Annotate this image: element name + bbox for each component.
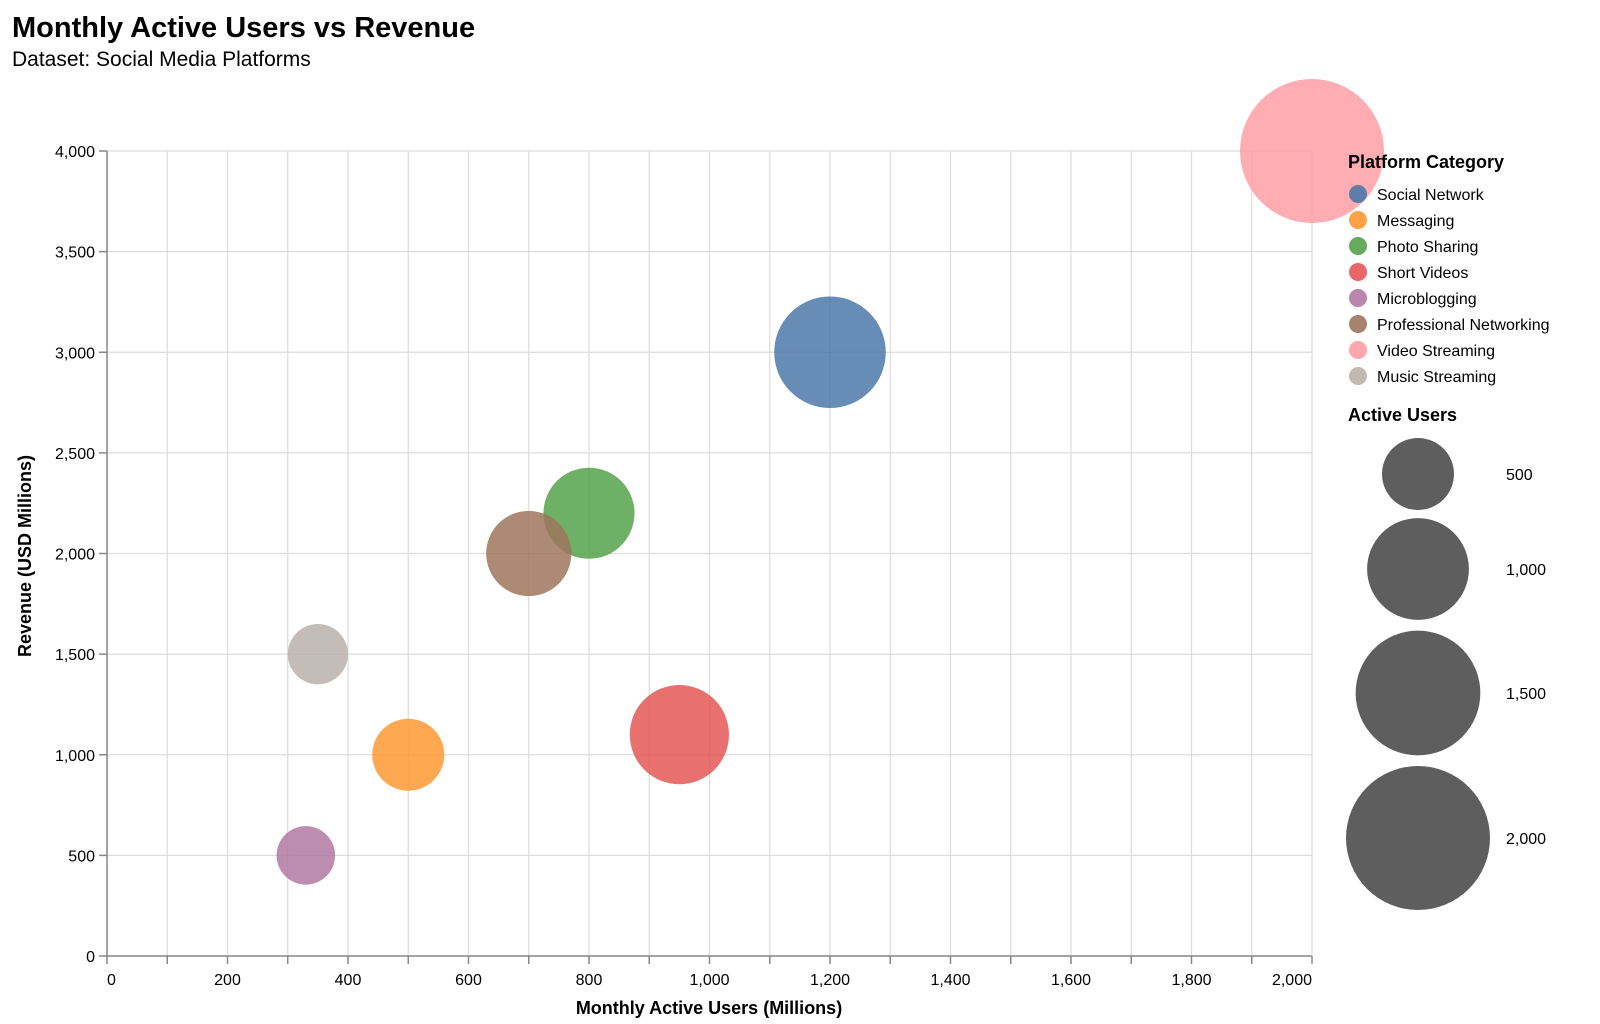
size-legend-circle <box>1367 518 1469 620</box>
size-legend-label: 1,000 <box>1506 562 1546 579</box>
y-tick-label: 2,000 <box>55 547 95 564</box>
y-tick-label: 3,000 <box>55 345 95 362</box>
y-tick-label: 3,500 <box>55 245 95 262</box>
legend-swatch <box>1349 211 1367 229</box>
bubble-video-streaming <box>1240 79 1384 223</box>
x-tick-label: 1,000 <box>689 972 729 989</box>
legend-swatch <box>1349 341 1367 359</box>
x-tick-label: 1,600 <box>1051 972 1091 989</box>
chart-subtitle: Dataset: Social Media Platforms <box>12 48 311 71</box>
color-legend: Platform Category Social Network Messagin… <box>1348 152 1550 386</box>
legend-swatch <box>1349 367 1367 385</box>
size-legend-circle <box>1382 438 1454 510</box>
size-legend-circle <box>1355 630 1481 756</box>
x-tick-label: 600 <box>455 972 482 989</box>
color-legend-title: Platform Category <box>1348 152 1504 172</box>
x-axis-title: Monthly Active Users (Millions) <box>576 998 842 1018</box>
size-legend-circle <box>1346 766 1490 910</box>
y-tick-label: 4,000 <box>55 144 95 161</box>
legend-label: Messaging <box>1377 213 1454 230</box>
bubble-professional-networking <box>486 510 572 597</box>
bubble-social-network <box>774 296 886 409</box>
x-tick-label: 1,200 <box>810 972 850 989</box>
y-tick-label: 0 <box>86 949 95 966</box>
x-tick-label: 400 <box>335 972 362 989</box>
legend-label: Social Network <box>1377 187 1485 204</box>
size-legend: Active Users 500 1,000 1,500 2,000 <box>1346 405 1546 910</box>
bubble-music-streaming <box>287 624 348 685</box>
y-axis-title: Revenue (USD Millions) <box>15 455 35 657</box>
legend-swatch <box>1349 315 1367 333</box>
bubble-messaging <box>372 718 445 791</box>
x-tick-label: 1,800 <box>1171 972 1211 989</box>
y-tick-label: 2,500 <box>55 446 95 463</box>
size-legend-label: 500 <box>1506 467 1533 484</box>
axes: 0 500 1,000 1,500 2,000 2,500 3,000 3,500 4,000 0… <box>55 144 1313 989</box>
bubble-short-videos <box>629 685 729 785</box>
x-tick-label: 2,000 <box>1272 972 1312 989</box>
x-tick-label: 1,400 <box>930 972 970 989</box>
size-legend-label: 2,000 <box>1506 831 1546 848</box>
size-legend-title: Active Users <box>1348 405 1457 425</box>
size-legend-label: 1,500 <box>1506 686 1546 703</box>
x-tick-label: 200 <box>214 972 241 989</box>
legend-swatch <box>1349 263 1367 281</box>
x-tick-label: 0 <box>107 972 116 989</box>
bubble-microblogging <box>276 826 336 885</box>
legend-label: Microblogging <box>1377 291 1477 308</box>
y-tick-label: 1,500 <box>55 647 95 664</box>
legend-label: Video Streaming <box>1377 343 1495 360</box>
chart-title: Monthly Active Users vs Revenue <box>12 12 475 44</box>
legend-label: Photo Sharing <box>1377 239 1478 256</box>
legend-label: Music Streaming <box>1377 369 1496 386</box>
legend-swatch <box>1349 237 1367 255</box>
x-tick-label: 800 <box>576 972 603 989</box>
legend-swatch <box>1349 185 1367 203</box>
legend-swatch <box>1349 289 1367 307</box>
legend-label: Short Videos <box>1377 265 1468 282</box>
y-tick-label: 1,000 <box>55 748 95 765</box>
y-tick-label: 500 <box>68 848 95 865</box>
legend-label: Professional Networking <box>1377 317 1550 334</box>
data-points <box>276 79 1384 885</box>
